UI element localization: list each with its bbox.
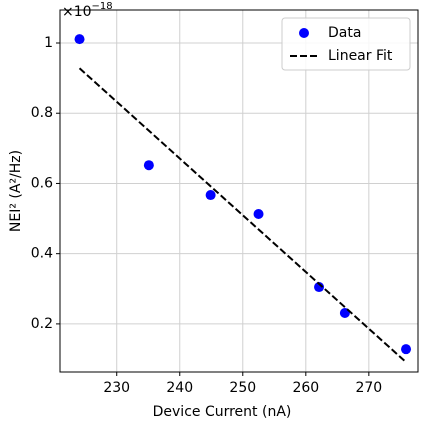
y-offset-label: ×10−18	[62, 1, 113, 20]
x-axis-label: Device Current (nA)	[153, 404, 292, 420]
data-point	[401, 344, 412, 355]
x-tick-label: 270	[355, 380, 382, 396]
x-tick-label: 230	[103, 380, 130, 396]
y-tick-label: 0.6	[31, 175, 53, 191]
data-point	[74, 34, 85, 45]
y-tick-label: 1	[44, 35, 53, 51]
data-point	[205, 190, 216, 201]
x-tick-label: 240	[166, 380, 193, 396]
x-tick-label: 250	[229, 380, 256, 396]
data-point	[314, 282, 325, 293]
legend-label: Data	[328, 25, 361, 41]
offset-base: ×10	[62, 4, 92, 20]
y-tick-label: 0.2	[31, 316, 53, 332]
x-tick-label: 260	[292, 380, 319, 396]
data-point	[253, 208, 264, 219]
y-tick-label: 0.8	[31, 105, 53, 121]
plot-frame	[59, 9, 419, 373]
y-axis-label: NEI² (A²/Hz)	[8, 150, 24, 232]
y-tick-label: 0.4	[31, 246, 53, 262]
offset-exponent: −18	[92, 1, 113, 12]
data-point	[143, 160, 154, 171]
fit-line	[78, 67, 407, 363]
legend-marker	[299, 28, 309, 38]
legend-label: Linear Fit	[328, 48, 393, 64]
